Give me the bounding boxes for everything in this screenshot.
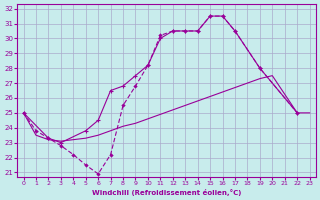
X-axis label: Windchill (Refroidissement éolien,°C): Windchill (Refroidissement éolien,°C) — [92, 189, 241, 196]
